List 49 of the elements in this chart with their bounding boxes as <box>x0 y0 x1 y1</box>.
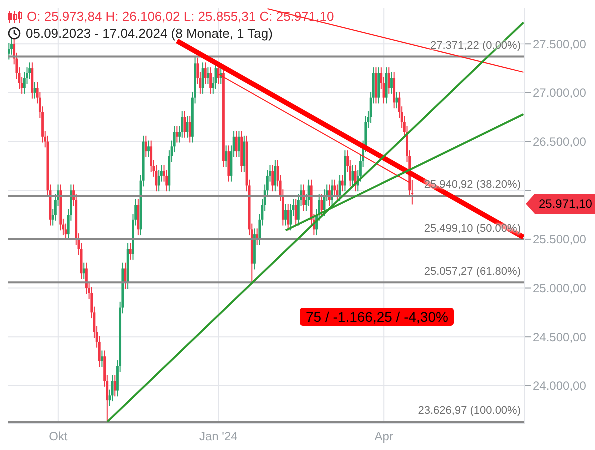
text: 05.09.2023 - 17.04.2024 (8 Monate, 1 Tag) <box>26 25 273 42</box>
y-tick-label: 25.000,00 <box>533 282 587 296</box>
candlestick <box>284 204 287 226</box>
ref-line-label: 23.626,97 (100.00%) <box>418 405 521 418</box>
candlestick <box>148 140 150 158</box>
candlestick <box>8 42 10 60</box>
candlestick <box>184 111 186 138</box>
candlestick <box>390 72 393 94</box>
candlestick <box>294 198 298 226</box>
candlestick <box>82 262 86 280</box>
candlestick <box>150 140 153 173</box>
y-tick-label: 27.500,00 <box>533 37 587 52</box>
annotation: 75 / -1.166,25 / -4,30% <box>300 308 454 326</box>
candlestick <box>210 67 212 94</box>
candlestick <box>272 164 274 192</box>
candlestick <box>23 72 26 94</box>
y-tick-label: 26.500,00 <box>533 135 587 150</box>
text: 25.971,10 <box>535 194 595 214</box>
candlestick <box>114 374 116 398</box>
candlestick <box>86 262 88 295</box>
y-tick-label: 25.500,00 <box>533 232 587 247</box>
candlestick <box>28 62 32 80</box>
candlestick <box>188 116 192 144</box>
x-tick-label: Apr <box>374 430 394 444</box>
y-tick-label: 27.000,00 <box>533 86 587 100</box>
candlestick <box>287 204 290 232</box>
candlestick <box>101 350 104 368</box>
y-tick-label: 24.500,00 <box>533 330 587 344</box>
candlestick <box>274 160 277 192</box>
candlestick <box>235 130 238 158</box>
candlestick <box>388 67 390 94</box>
candlestick <box>341 174 344 192</box>
candlestick <box>111 374 114 402</box>
y-tick-label: 24.000,00 <box>533 379 587 394</box>
candlestick <box>320 194 324 216</box>
candlestick <box>396 91 398 110</box>
candlestick <box>207 67 210 85</box>
ref-line-label: 25.057,27 (61.80%) <box>424 266 521 278</box>
x-tick-label: Jan '24 <box>200 430 238 444</box>
candlestick <box>290 204 292 232</box>
candlestick <box>238 130 240 158</box>
candlestick <box>129 242 132 260</box>
candlestick <box>302 184 306 212</box>
candlestick <box>176 126 178 144</box>
candlestick <box>204 62 207 85</box>
x-tick-label: Okt <box>49 430 68 444</box>
candlestick <box>225 145 228 168</box>
candlestick <box>144 135 148 158</box>
candlestick <box>334 179 336 197</box>
